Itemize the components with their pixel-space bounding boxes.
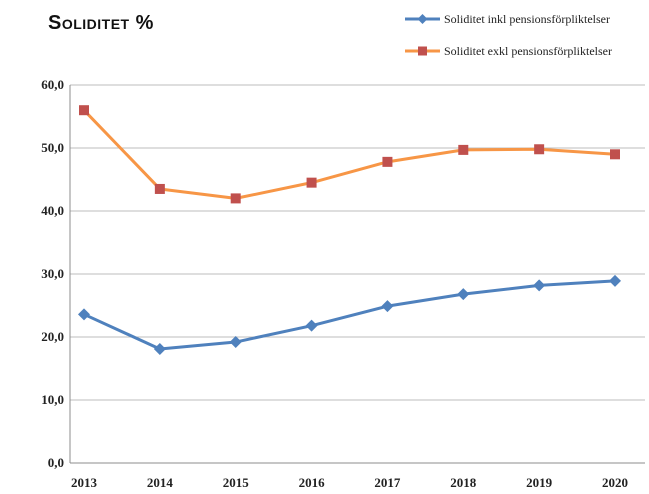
data-point bbox=[154, 183, 165, 194]
y-tick-label: 60,0 bbox=[41, 77, 64, 92]
data-point bbox=[153, 342, 166, 355]
x-tick-label: 2019 bbox=[526, 475, 553, 490]
chart-title: Soliditet % bbox=[48, 12, 154, 34]
x-tick-label: 2014 bbox=[147, 475, 174, 490]
x-tick-label: 2015 bbox=[223, 475, 250, 490]
data-point bbox=[381, 300, 394, 313]
y-tick-label: 20,0 bbox=[41, 329, 64, 344]
legend-label: Soliditet inkl pensionsförpliktelser bbox=[444, 12, 610, 26]
data-point bbox=[533, 279, 546, 292]
x-tick-label: 2020 bbox=[602, 475, 628, 490]
data-point bbox=[610, 149, 620, 160]
data-point bbox=[229, 336, 242, 349]
y-tick-label: 30,0 bbox=[41, 266, 64, 281]
data-point bbox=[382, 156, 393, 167]
data-point bbox=[79, 105, 89, 116]
x-tick-label: 2013 bbox=[71, 475, 98, 490]
series-line-1 bbox=[83, 279, 616, 351]
data-point bbox=[458, 144, 469, 155]
x-tick-label: 2018 bbox=[450, 475, 477, 490]
data-point bbox=[306, 177, 317, 188]
legend-label: Soliditet exkl pensionsförpliktelser bbox=[444, 44, 612, 58]
y-tick-label: 40,0 bbox=[41, 203, 64, 218]
legend-marker bbox=[417, 14, 428, 24]
data-point bbox=[534, 144, 545, 155]
series-line-2 bbox=[82, 109, 616, 200]
data-point bbox=[305, 319, 318, 332]
y-tick-label: 0,0 bbox=[48, 455, 64, 470]
x-tick-label: 2016 bbox=[299, 475, 326, 490]
data-point bbox=[457, 288, 470, 301]
y-tick-label: 10,0 bbox=[41, 392, 64, 407]
data-point bbox=[609, 274, 621, 287]
x-tick-label: 2017 bbox=[374, 475, 401, 490]
data-point bbox=[78, 308, 90, 321]
data-point bbox=[230, 193, 241, 204]
legend-marker bbox=[418, 46, 427, 56]
y-tick-label: 50,0 bbox=[41, 140, 64, 155]
